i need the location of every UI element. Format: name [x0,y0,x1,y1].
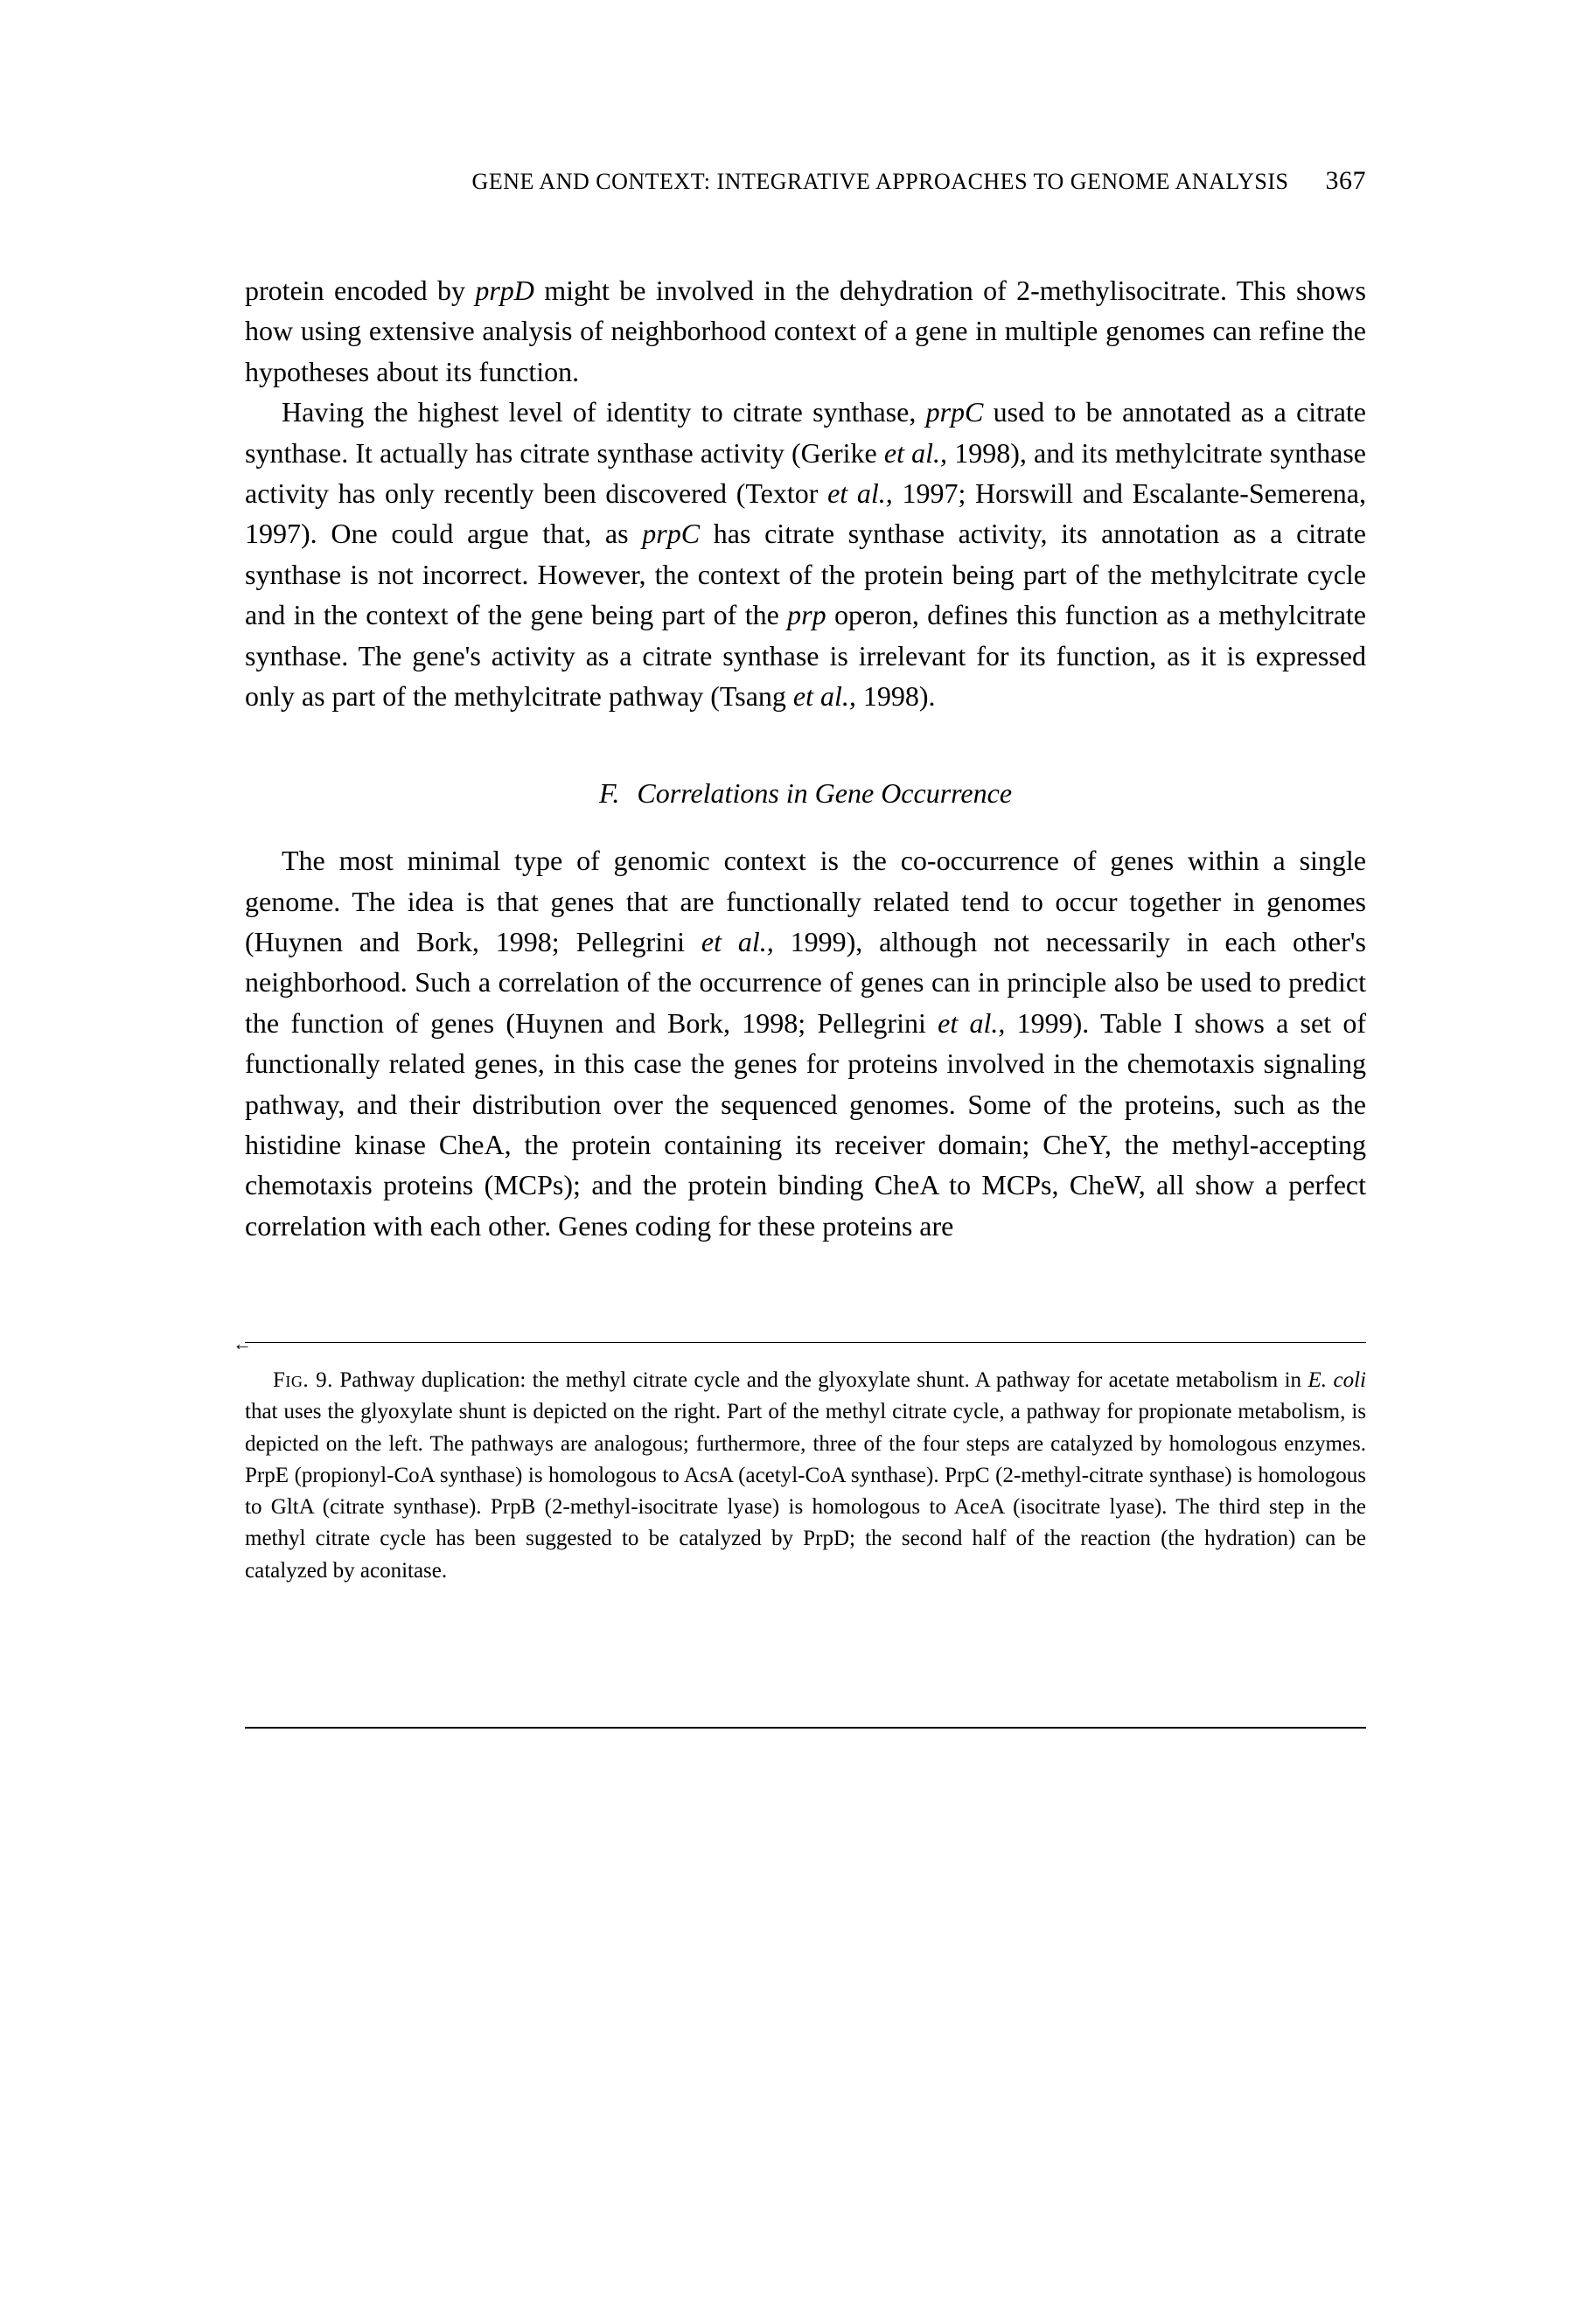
text: Pathway duplication: the methyl citrate … [333,1368,1308,1392]
text: 1999). Table I shows a set of functional… [245,1007,1366,1242]
text: 1998). [856,680,936,712]
et-al: et al., [701,926,774,957]
gene-name: prpC [642,518,700,549]
arrow-left-icon: ← [233,1332,252,1355]
text: protein encoded by [245,275,475,306]
body-paragraph-3: The most minimal type of genomic context… [245,840,1366,1246]
section-heading: F. Correlations in Gene Occurrence [245,777,1366,810]
section-title: Correlations in Gene Occurrence [637,777,1012,809]
body-paragraph-1: protein encoded by prpD might be involve… [245,270,1366,392]
figure-continuation-rule: ← [245,1342,1366,1343]
et-al: et al., [827,477,893,509]
body-paragraph-2: Having the highest level of identity to … [245,392,1366,716]
running-head: GENE AND CONTEXT: INTEGRATIVE APPROACHES… [472,169,1289,194]
figure-caption: Fig. 9. Pathway duplication: the methyl … [245,1365,1366,1587]
page-number: 367 [1326,166,1367,195]
horizontal-rule [245,1342,1366,1343]
gene-name: prpC [926,396,984,428]
gene-name: prp [787,599,826,630]
et-al: et al., [884,437,947,469]
et-al: et al., [938,1007,1005,1039]
et-al: et al., [793,680,856,712]
page-header: GENE AND CONTEXT: INTEGRATIVE APPROACHES… [245,166,1366,196]
species-name: E. coli [1308,1368,1366,1392]
section-letter: F. [599,777,619,809]
gene-name: prpD [475,275,534,306]
text: that uses the glyoxylate shunt is depict… [245,1400,1366,1582]
figure-label: Fig. 9. [273,1368,333,1392]
text: Having the highest level of identity to … [282,396,926,428]
bottom-rule [245,1727,1366,1729]
